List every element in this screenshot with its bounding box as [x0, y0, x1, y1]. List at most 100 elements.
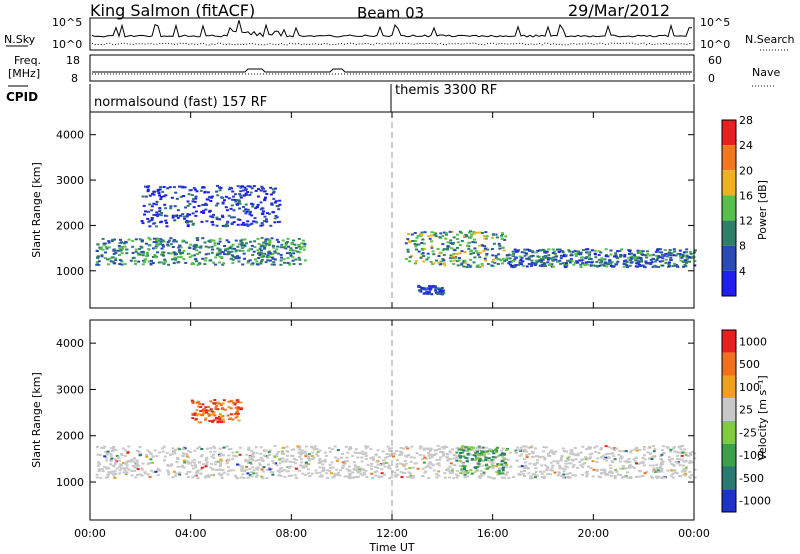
range-cell — [689, 252, 693, 255]
range-cell — [516, 249, 520, 252]
range-cell — [414, 245, 418, 248]
range-cell — [272, 462, 276, 465]
range-cell — [329, 467, 333, 470]
range-cell — [380, 475, 384, 478]
range-cell — [399, 462, 403, 465]
range-cell — [307, 453, 311, 456]
range-cell — [101, 470, 105, 473]
range-cell — [527, 258, 531, 261]
range-cell — [172, 262, 176, 265]
range-cell — [286, 466, 290, 468]
range-cell — [388, 455, 392, 457]
range-cell — [506, 447, 509, 450]
range-cell — [549, 257, 553, 260]
range-cell — [286, 261, 290, 264]
range-cell — [588, 456, 592, 459]
range-cell — [343, 475, 347, 478]
range-cell — [259, 456, 263, 459]
range-cell — [114, 257, 118, 260]
range-cell — [684, 474, 688, 477]
range-cell — [595, 261, 599, 263]
range-cell — [250, 202, 254, 205]
range-cell — [280, 460, 284, 463]
range-cell — [258, 464, 262, 467]
range-cell — [199, 405, 203, 408]
range-cell — [188, 203, 192, 205]
range-cell — [590, 452, 594, 455]
range-cell — [464, 446, 468, 449]
range-cell — [519, 446, 523, 449]
range-cell — [120, 453, 124, 455]
range-cell — [687, 454, 691, 457]
range-cell — [449, 242, 453, 245]
range-cell — [494, 448, 498, 451]
range-cell — [152, 237, 156, 240]
range-cell — [684, 255, 687, 258]
range-cell — [587, 261, 591, 263]
range-cell — [388, 477, 391, 480]
range-cell — [466, 472, 470, 475]
range-cell — [668, 249, 672, 251]
range-cell — [208, 210, 211, 213]
range-cell — [217, 460, 220, 463]
range-cell — [195, 190, 199, 193]
range-cell — [500, 476, 504, 479]
range-cell — [201, 403, 205, 406]
range-cell — [542, 249, 546, 252]
range-cell — [338, 474, 342, 477]
range-cell — [430, 453, 434, 456]
range-cell — [546, 473, 550, 476]
range-cell — [610, 472, 614, 475]
range-cell — [477, 465, 481, 468]
range-cell — [151, 455, 155, 458]
range-cell — [656, 248, 660, 251]
range-cell — [356, 465, 360, 468]
range-cell — [182, 459, 186, 462]
range-cell — [361, 474, 365, 477]
range-cell — [219, 460, 223, 463]
range-cell — [469, 252, 473, 255]
range-cell — [155, 203, 158, 206]
range-cell — [390, 476, 394, 479]
range-cell — [242, 252, 246, 255]
range-cell — [586, 263, 590, 266]
range-cell — [522, 473, 526, 476]
range-cell — [430, 231, 434, 234]
range-cell — [263, 449, 266, 452]
range-cell — [312, 448, 316, 451]
range-cell — [290, 242, 294, 245]
range-cell — [181, 464, 185, 467]
range-cell — [665, 255, 669, 258]
range-cell — [252, 220, 255, 223]
range-cell — [428, 461, 432, 464]
range-cell — [490, 460, 494, 463]
range-cell — [456, 475, 460, 477]
range-cell — [244, 460, 248, 463]
range-cell — [643, 265, 646, 268]
range-cell — [205, 447, 209, 450]
velocity-range-label: Slant Range [km] — [30, 372, 43, 468]
range-cell — [276, 245, 280, 248]
range-cell — [108, 257, 112, 260]
range-cell — [616, 260, 620, 263]
range-cell — [693, 476, 697, 479]
range-cell — [174, 448, 178, 451]
range-cell — [483, 245, 487, 248]
range-cell — [132, 256, 136, 259]
range-cell — [292, 457, 296, 460]
range-cell — [256, 249, 260, 252]
range-cell — [438, 458, 442, 461]
range-cell — [456, 470, 460, 473]
range-cell — [562, 476, 565, 479]
range-cell — [207, 246, 211, 249]
range-cell — [231, 418, 235, 421]
range-cell — [240, 243, 244, 246]
range-cell — [604, 261, 607, 264]
range-cell — [100, 246, 103, 249]
range-cell — [173, 253, 177, 256]
range-cell — [243, 186, 247, 189]
range-cell — [604, 255, 608, 258]
range-cell — [448, 471, 452, 474]
range-cell — [532, 463, 536, 466]
range-cell — [502, 452, 506, 455]
